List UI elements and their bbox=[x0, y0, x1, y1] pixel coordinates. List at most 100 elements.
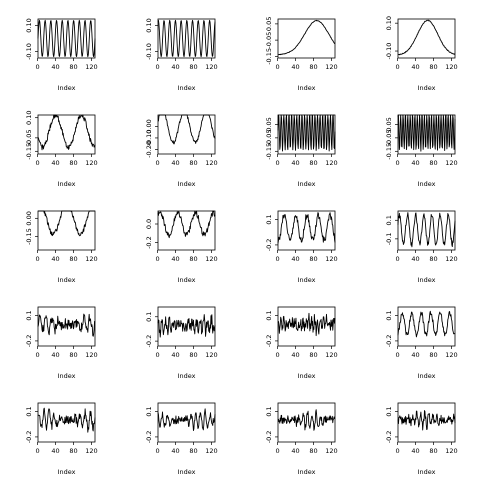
panel-19: 0 40 80 120 -0.2 0.1 Index bbox=[265, 402, 338, 476]
panel-8: 0 40 80 120 -0.15-0.050.05 Index bbox=[385, 114, 458, 188]
series-line bbox=[157, 114, 216, 145]
x-axis-label: Index bbox=[58, 180, 76, 188]
series-line bbox=[157, 210, 216, 239]
x-tick-label: 80 bbox=[189, 255, 197, 263]
x-tick-label: 80 bbox=[309, 447, 317, 455]
panel-7: 0 40 80 120 -0.15-0.050.05 Index bbox=[265, 114, 338, 188]
y-tick-label: -0.2 bbox=[25, 335, 33, 348]
x-tick-label: 120 bbox=[85, 63, 97, 71]
y-tick-label: -0.2 bbox=[265, 431, 273, 444]
y-tick-label: 0.1 bbox=[385, 310, 393, 320]
y-tick-label: -0.2 bbox=[25, 431, 33, 444]
x-tick-label: 40 bbox=[291, 351, 299, 359]
plot-frame bbox=[277, 402, 336, 443]
x-tick-label: 80 bbox=[69, 63, 77, 71]
y-tick-label: 0.1 bbox=[385, 215, 393, 225]
plot-frame bbox=[157, 306, 216, 347]
panel-20: 0 40 80 120 -0.2 0.1 Index bbox=[385, 402, 458, 476]
x-tick-label: 0 bbox=[35, 159, 39, 167]
x-tick-label: 80 bbox=[69, 255, 77, 263]
plot-frame bbox=[277, 114, 336, 155]
panel-1: 0 40 80 120 -0.10 0.10 Index bbox=[25, 18, 98, 92]
x-tick-label: 40 bbox=[51, 447, 59, 455]
panel-14: 0 40 80 120 -0.2 0.1 Index bbox=[145, 306, 218, 380]
series-line bbox=[277, 409, 336, 431]
x-tick-label: 120 bbox=[445, 255, 457, 263]
x-tick-label: 40 bbox=[171, 159, 179, 167]
series-line bbox=[277, 114, 336, 152]
y-tick-label: 0.1 bbox=[385, 406, 393, 416]
y-tick-label: 0.1 bbox=[145, 406, 153, 416]
panel-10: 0 40 80 120 -0.2 0.0 Index bbox=[145, 210, 218, 284]
x-tick-label: 80 bbox=[69, 159, 77, 167]
x-tick-label: 80 bbox=[189, 351, 197, 359]
x-axis-label: Index bbox=[58, 276, 76, 284]
y-tick-label: -0.2 bbox=[265, 239, 273, 252]
x-tick-label: 40 bbox=[411, 447, 419, 455]
x-tick-label: 80 bbox=[429, 447, 437, 455]
y-tick-label: 0.10 bbox=[25, 18, 33, 32]
x-tick-label: 0 bbox=[155, 63, 159, 71]
y-tick-label: 0.05 bbox=[265, 117, 273, 131]
plot-frame bbox=[277, 306, 336, 347]
plot-frame bbox=[397, 210, 456, 251]
x-tick-label: 80 bbox=[189, 447, 197, 455]
panel-15: 0 40 80 120 -0.2 0.1 Index bbox=[265, 306, 338, 380]
y-tick-label: -0.05 bbox=[25, 129, 33, 146]
x-tick-label: 120 bbox=[325, 159, 337, 167]
x-tick-label: 0 bbox=[155, 159, 159, 167]
y-tick-label: -0.2 bbox=[385, 335, 393, 348]
y-tick-label: -0.10 bbox=[145, 43, 153, 60]
series-line bbox=[277, 312, 336, 337]
x-tick-label: 80 bbox=[309, 159, 317, 167]
x-tick-label: 120 bbox=[85, 447, 97, 455]
y-tick-label: -0.15 bbox=[385, 143, 393, 160]
series-line bbox=[37, 313, 96, 337]
y-tick-label: 0.10 bbox=[25, 110, 33, 124]
plot-frame bbox=[157, 18, 216, 59]
panel-4: 0 40 80 120 -0.10 0.10 Index bbox=[385, 16, 458, 92]
x-tick-label: 80 bbox=[69, 447, 77, 455]
series-line bbox=[397, 410, 456, 431]
x-tick-label: 40 bbox=[411, 351, 419, 359]
plot-frame bbox=[37, 402, 96, 443]
x-tick-label: 0 bbox=[395, 159, 399, 167]
y-tick-label: 0.1 bbox=[265, 406, 273, 416]
x-tick-label: 0 bbox=[275, 255, 279, 263]
x-tick-label: 120 bbox=[325, 255, 337, 263]
x-tick-label: 0 bbox=[35, 447, 39, 455]
x-axis-label: Index bbox=[178, 84, 196, 92]
y-tick-label: -0.2 bbox=[145, 236, 153, 249]
panel-11: 0 40 80 120 -0.2 0.1 Index bbox=[265, 210, 338, 284]
x-tick-label: 40 bbox=[51, 63, 59, 71]
x-axis-label: Index bbox=[418, 84, 436, 92]
y-tick-label: -0.10 bbox=[25, 43, 33, 60]
plot-frame bbox=[277, 210, 336, 251]
y-tick-label: 0.1 bbox=[145, 312, 153, 322]
x-tick-label: 40 bbox=[291, 447, 299, 455]
x-tick-label: 40 bbox=[411, 63, 419, 71]
panel-17: 0 40 80 120 -0.2 0.1 Index bbox=[25, 402, 98, 476]
series-line bbox=[157, 19, 216, 58]
x-tick-label: 120 bbox=[205, 351, 217, 359]
y-tick-label: -0.15 bbox=[265, 143, 273, 160]
x-tick-label: 80 bbox=[429, 351, 437, 359]
x-axis-label: Index bbox=[58, 372, 76, 380]
y-tick-label: -0.1 bbox=[385, 233, 393, 246]
y-tick-label: -0.05 bbox=[385, 129, 393, 146]
x-tick-label: 40 bbox=[291, 63, 299, 71]
panel-2: 0 40 80 120 -0.10 0.10 Index bbox=[145, 18, 218, 92]
x-axis-label: Index bbox=[58, 84, 76, 92]
x-tick-label: 120 bbox=[325, 63, 337, 71]
x-tick-label: 120 bbox=[85, 159, 97, 167]
x-tick-label: 0 bbox=[275, 351, 279, 359]
x-tick-label: 0 bbox=[275, 447, 279, 455]
plot-frame bbox=[397, 18, 456, 59]
x-tick-label: 120 bbox=[205, 63, 217, 71]
series-line bbox=[37, 407, 96, 433]
x-axis-label: Index bbox=[418, 468, 436, 476]
x-tick-label: 40 bbox=[171, 447, 179, 455]
x-tick-label: 80 bbox=[429, 159, 437, 167]
x-tick-label: 0 bbox=[155, 255, 159, 263]
